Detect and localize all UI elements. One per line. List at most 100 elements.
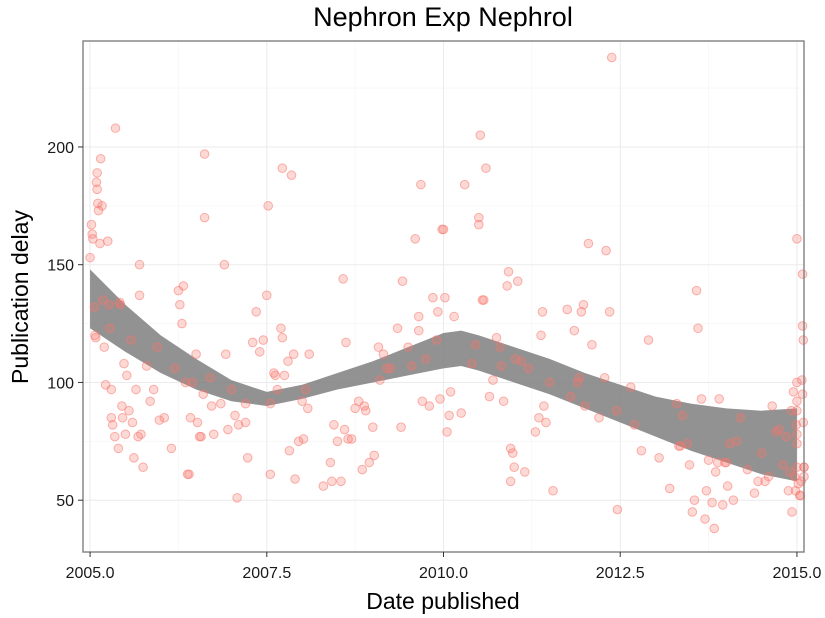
data-point [88, 234, 98, 244]
data-point [240, 417, 251, 428]
data-point [206, 401, 217, 411]
data-point [136, 429, 146, 440]
data-point [574, 372, 585, 383]
data-point [148, 384, 159, 395]
data-point [629, 420, 640, 430]
data-point [583, 238, 594, 249]
data-point [797, 269, 808, 279]
data-point [191, 349, 201, 359]
data-point [177, 318, 187, 329]
data-point [89, 302, 100, 312]
data-point [242, 453, 253, 463]
data-point [783, 485, 794, 496]
data-point [304, 349, 314, 359]
data-point [703, 455, 714, 465]
data-point [792, 405, 802, 416]
data-point [693, 323, 703, 334]
data-point [339, 424, 350, 435]
data-point [272, 384, 283, 395]
data-point [510, 354, 521, 364]
data-point [721, 457, 732, 468]
data-point [416, 179, 426, 190]
data-point [433, 307, 443, 317]
data-point [701, 485, 712, 496]
data-point [180, 377, 191, 388]
data-point [90, 332, 101, 343]
data-point [113, 443, 124, 454]
data-point [470, 339, 481, 350]
data-point [449, 311, 459, 322]
data-point [104, 299, 114, 310]
data-point [601, 245, 611, 256]
data-point [406, 361, 417, 371]
data-point [208, 429, 219, 440]
data-point [484, 391, 495, 402]
data-point [763, 471, 774, 482]
data-point [216, 398, 226, 409]
data-point [536, 330, 546, 341]
data-point [219, 259, 230, 270]
data-point [397, 276, 408, 286]
data-point [505, 476, 516, 487]
data-point [95, 153, 106, 164]
scatter-points [85, 52, 809, 534]
data-point [115, 299, 126, 310]
data-point [392, 323, 403, 334]
data-point [523, 363, 534, 374]
data-point [106, 412, 117, 423]
data-point [178, 281, 189, 291]
data-point [396, 422, 406, 432]
data-point [654, 453, 664, 463]
data-point [792, 429, 802, 440]
data-point [327, 476, 337, 487]
x-tick-label: 2015.0 [772, 565, 821, 582]
data-point [710, 467, 721, 477]
data-point [774, 424, 785, 435]
data-point [509, 462, 519, 473]
data-point [466, 358, 477, 369]
data-point [187, 377, 198, 388]
data-point [99, 342, 110, 352]
data-point [696, 394, 707, 404]
data-point [728, 495, 739, 505]
data-point [325, 457, 336, 468]
data-point [120, 429, 131, 440]
x-tick-label: 2005.0 [66, 565, 115, 582]
data-point [92, 168, 102, 178]
data-point [185, 412, 196, 423]
data-point [129, 453, 139, 463]
data-point [537, 307, 548, 317]
data-point [230, 410, 240, 421]
data-point [732, 436, 742, 447]
data-point [636, 445, 647, 456]
data-point [226, 384, 237, 395]
data-point [495, 342, 505, 352]
data-point [192, 417, 203, 428]
data-point [85, 252, 95, 263]
data-point [382, 363, 392, 374]
data-point [199, 212, 210, 223]
data-point [357, 464, 368, 475]
data-point [134, 259, 145, 270]
data-point [110, 123, 121, 133]
data-point [154, 415, 165, 425]
data-point [424, 401, 435, 411]
data-point [548, 485, 558, 496]
data-point [797, 389, 808, 400]
data-point [170, 363, 180, 374]
data-point [258, 335, 269, 345]
data-point [742, 464, 753, 475]
data-point [196, 431, 206, 442]
data-point [792, 438, 802, 449]
data-point [277, 332, 288, 343]
data-point [749, 488, 760, 498]
data-point [442, 427, 452, 437]
data-point [626, 382, 636, 392]
data-point [223, 424, 233, 435]
y-tick-label: 200 [47, 140, 74, 157]
data-point [375, 375, 385, 385]
x-tick-label: 2007.5 [242, 565, 291, 582]
data-point [576, 307, 587, 317]
data-point [373, 342, 384, 352]
